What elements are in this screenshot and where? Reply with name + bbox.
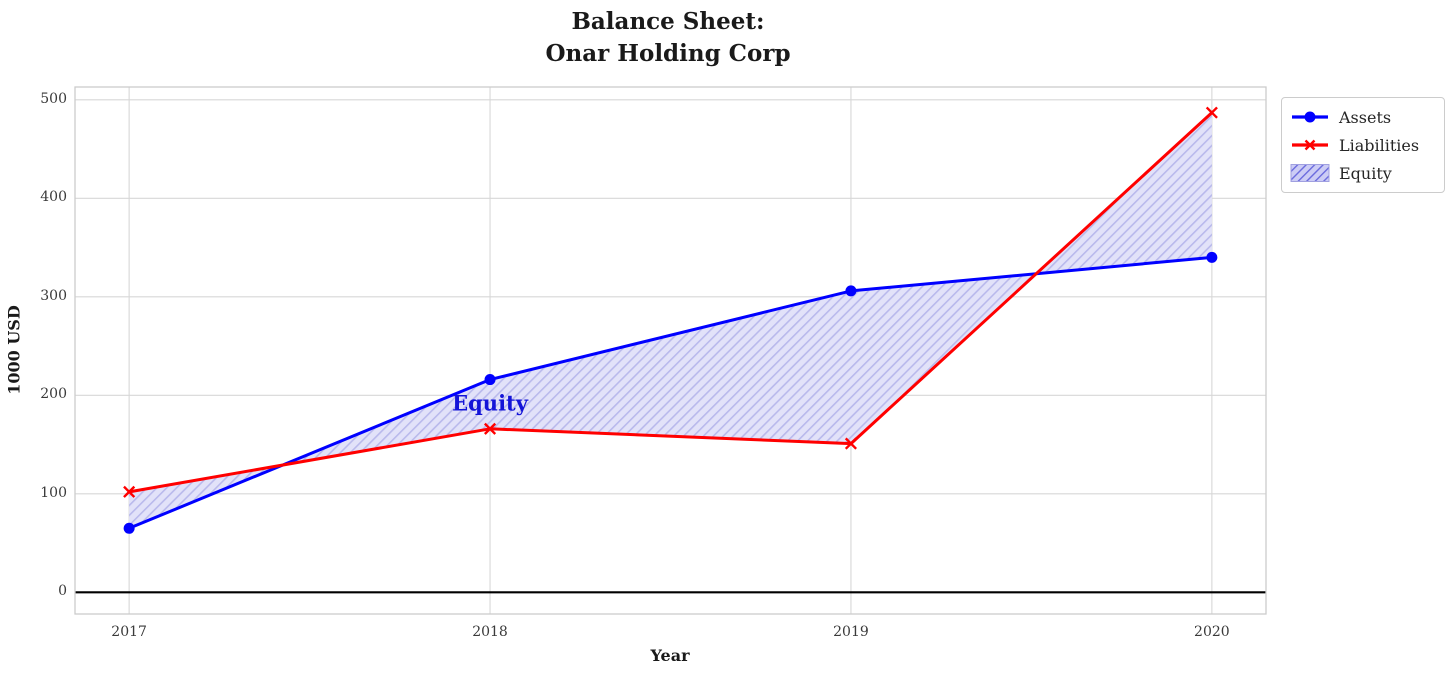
assets-markers — [123, 251, 1218, 534]
liabilities-line — [128, 111, 1213, 494]
legend-item-liabilities: Liabilities — [1290, 133, 1436, 157]
y-tick-label: 500 — [40, 90, 67, 107]
liabilities-markers — [123, 106, 1218, 498]
x-tick-label: 2020 — [1194, 624, 1230, 640]
legend-item-equity: Equity — [1290, 161, 1436, 185]
legend-label-assets: Assets — [1339, 107, 1392, 127]
x-tick-label: 2019 — [833, 624, 869, 640]
chart-title: Balance Sheet: Onar Holding Corp — [545, 6, 790, 69]
x-tick-label: 2018 — [472, 624, 508, 640]
equity-annotation: Equity — [452, 390, 528, 416]
legend-label-equity: Equity — [1339, 163, 1392, 183]
legend-label-liabilities: Liabilities — [1339, 135, 1420, 155]
y-axis-title: 1000 USD — [4, 305, 24, 395]
y-tick-label: 200 — [40, 386, 67, 403]
chart-title-line-2: Onar Holding Corp — [545, 39, 791, 67]
equity-fill-area — [129, 112, 1212, 529]
equity-patch-swatch — [1290, 163, 1330, 183]
y-tick-label: 400 — [40, 189, 67, 206]
y-tick-label: 300 — [40, 287, 67, 304]
y-tick-label: 0 — [58, 583, 67, 600]
assets-line — [128, 255, 1213, 530]
plot-border — [74, 86, 1267, 615]
legend-item-assets: Assets — [1290, 105, 1436, 129]
chart-title-line-1: Balance Sheet: — [571, 8, 765, 35]
y-tick-label: 100 — [40, 484, 67, 501]
x-axis-title: Year — [650, 646, 690, 665]
legend: Assets Liabilities Equity — [1281, 97, 1445, 193]
liabilities-line-swatch — [1290, 135, 1330, 155]
assets-line-swatch — [1290, 107, 1330, 127]
x-tick-label: 2017 — [111, 624, 147, 640]
